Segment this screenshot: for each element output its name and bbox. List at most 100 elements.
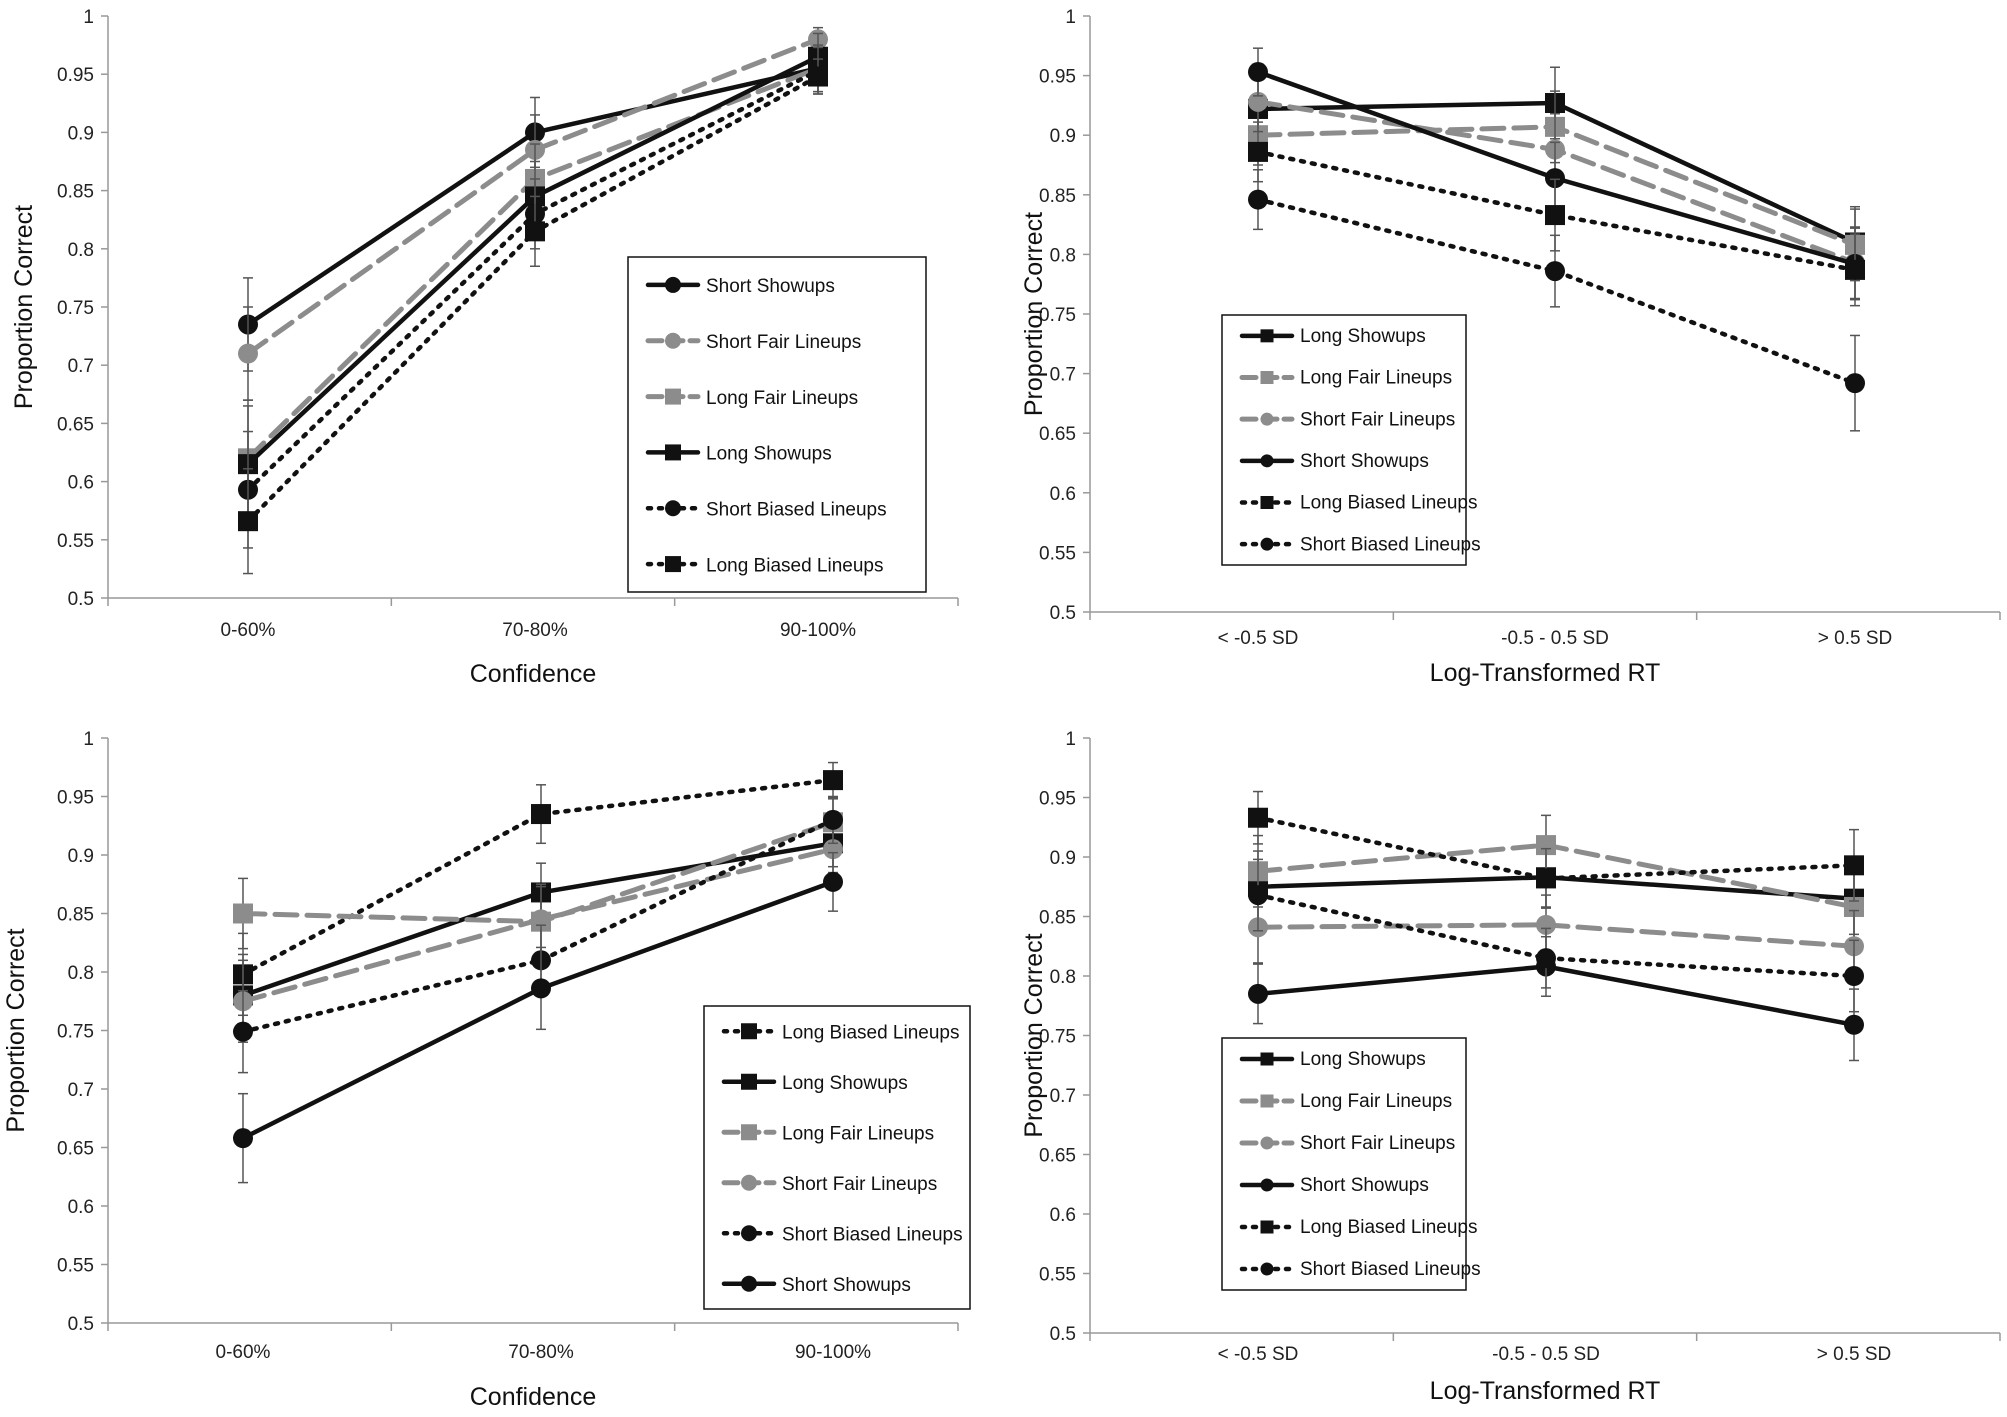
data-point — [823, 871, 843, 892]
legend-swatch-marker — [1260, 1136, 1274, 1150]
data-point — [238, 343, 258, 364]
legend-swatch-marker — [665, 500, 681, 517]
data-point — [1844, 966, 1864, 986]
data-point — [531, 909, 551, 930]
legend-box — [1221, 1037, 1467, 1291]
legend-swatch-marker — [1260, 1094, 1274, 1108]
y-tick-label: 0.85 — [1039, 186, 1076, 207]
legend-swatch-marker — [1260, 371, 1274, 384]
y-tick-label: 0.55 — [1039, 1265, 1076, 1286]
legend-box — [703, 1005, 971, 1310]
data-point — [1844, 896, 1864, 917]
series-long-biased-lineups — [1248, 790, 1864, 909]
data-point — [808, 66, 828, 87]
legend-entry-label: Long Fair Lineups — [1300, 368, 1452, 389]
legend-swatch-marker — [665, 276, 681, 293]
legend-swatch-marker — [665, 332, 681, 349]
legend-entry-label: Short Fair Lineups — [1300, 409, 1455, 430]
legend-swatch-marker — [1260, 412, 1274, 426]
y-tick-label: 1 — [1065, 7, 1076, 28]
x-axis-title: Confidence — [470, 1383, 596, 1411]
y-tick-label: 0.65 — [1039, 424, 1076, 445]
legend-swatch-marker — [741, 1275, 757, 1292]
data-point — [1545, 205, 1565, 226]
y-tick-label: 0.8 — [1050, 967, 1076, 988]
legend-swatch-marker — [1260, 1178, 1274, 1192]
x-tick-label: 0-60% — [216, 1342, 271, 1363]
legend: Long Showups Long Fair Lineups Short Fair … — [1221, 1037, 1481, 1291]
x-tick-label: > 0.5 SD — [1817, 1344, 1891, 1365]
y-tick-label: 0.9 — [68, 846, 94, 867]
data-point — [1248, 91, 1268, 112]
series-line — [240, 777, 836, 977]
chart-panel-top-right: 0.5 0.55 0.6 0.65 0.7 0.75 0.8 0.85 0.9 0.95 1 < -0… — [1020, 7, 2001, 687]
x-tick-label: -0.5 - 0.5 SD — [1501, 628, 1609, 649]
y-tick-label: 0.85 — [1039, 908, 1076, 929]
chart-panel-bottom-right: 0.5 0.55 0.6 0.65 0.7 0.75 0.8 0.85 0.9 0.95 1 < -0… — [1020, 729, 2001, 1405]
y-tick-label: 0.75 — [57, 1022, 94, 1043]
legend-entry-label: Long Biased Lineups — [706, 555, 883, 576]
y-tick-label: 0.95 — [57, 788, 94, 809]
y-tick-label: 0.9 — [1050, 848, 1076, 869]
legend-swatch-marker — [741, 1225, 757, 1242]
y-axis-title: Proportion Correct — [2, 928, 30, 1132]
legend-entry-label: Short Biased Lineups — [782, 1224, 963, 1245]
legend-entry-label: Short Showups — [1300, 451, 1429, 472]
legend-swatch-marker — [1260, 496, 1274, 509]
legend-swatch-marker — [741, 1174, 757, 1191]
y-tick-label: 0.7 — [68, 1080, 94, 1101]
legend-entry-label: Long Fair Lineups — [1300, 1091, 1452, 1112]
legend-box — [627, 256, 927, 593]
y-tick-label: 0.65 — [57, 1139, 94, 1160]
data-point — [1844, 1014, 1864, 1035]
y-tick-label: 1 — [83, 729, 94, 750]
series-short-showups — [233, 851, 843, 1184]
legend-entry-label: Long Showups — [1300, 326, 1426, 347]
y-tick-label: 0.95 — [57, 65, 94, 86]
legend-swatch-marker — [1260, 537, 1274, 551]
x-tick-label: 90-100% — [795, 1342, 871, 1363]
data-point — [1248, 141, 1268, 162]
y-tick-label: 0.5 — [68, 589, 94, 610]
data-point — [823, 770, 843, 791]
legend-swatch-marker — [665, 388, 681, 405]
legend: Long Showups Long Fair Lineups Short Fair … — [1221, 314, 1481, 566]
data-point — [233, 1128, 253, 1149]
legend-entry-label: Long Showups — [782, 1073, 908, 1094]
data-point — [1844, 855, 1864, 876]
y-tick-label: 0.5 — [68, 1314, 94, 1335]
legend-entry-label: Long Showups — [1300, 1049, 1426, 1070]
y-tick-label: 0.95 — [1039, 67, 1076, 88]
series-short-showups — [1248, 47, 1865, 301]
legend-entry-label: Short Biased Lineups — [1300, 1259, 1481, 1280]
legend-swatch-marker — [665, 444, 681, 461]
legend: Short Showups Short Fair Lineups Long Fair… — [627, 256, 927, 593]
y-axis-title: Proportion Correct — [1020, 933, 1048, 1137]
data-point — [1536, 948, 1556, 969]
data-point — [238, 511, 258, 532]
series-long-biased-lineups — [238, 58, 828, 575]
data-point — [531, 978, 551, 999]
y-tick-label: 0.7 — [1050, 365, 1076, 386]
y-tick-label: 0.8 — [68, 963, 94, 984]
y-tick-label: 1 — [83, 7, 94, 28]
y-tick-label: 0.65 — [57, 414, 94, 435]
data-point — [823, 809, 843, 830]
y-tick-label: 0.8 — [68, 240, 94, 261]
y-tick-label: 0.7 — [1050, 1086, 1076, 1107]
legend-swatch-marker — [1260, 454, 1274, 468]
legend-swatch-marker — [665, 556, 681, 573]
legend-entry-label: Short Fair Lineups — [706, 332, 861, 353]
data-point — [1248, 189, 1268, 210]
y-tick-label: 0.5 — [1050, 603, 1076, 624]
x-tick-label: 0-60% — [221, 620, 276, 641]
legend-swatch-marker — [741, 1073, 757, 1090]
legend-entry-label: Short Fair Lineups — [1300, 1133, 1455, 1154]
y-tick-label: 0.6 — [1050, 484, 1076, 505]
legend-entry-label: Short Showups — [782, 1275, 911, 1296]
y-tick-label: 0.9 — [1050, 126, 1076, 147]
legend-swatch-marker — [741, 1124, 757, 1141]
series-short-biased-lineups — [1248, 169, 1865, 432]
series-short-biased-lineups — [1248, 858, 1864, 1013]
